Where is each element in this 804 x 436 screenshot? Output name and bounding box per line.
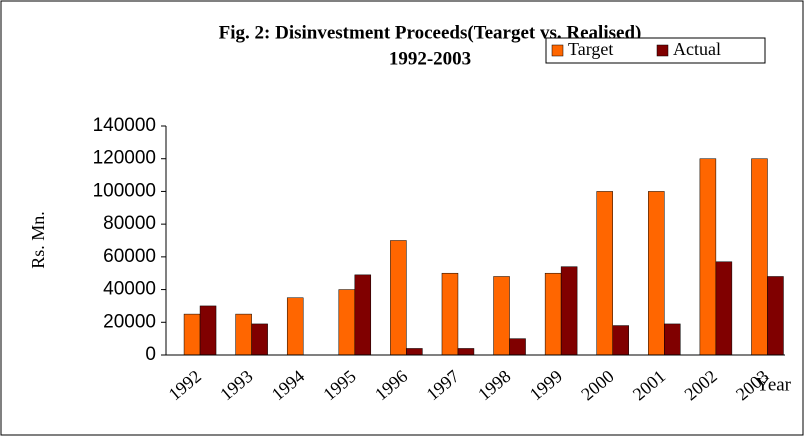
bar	[596, 191, 613, 356]
y-tick-label: 20000	[103, 311, 156, 332]
bar	[441, 272, 459, 356]
bar	[509, 338, 526, 356]
chart-subtitle: 1992-2003	[389, 48, 471, 69]
y-tick-label: 120000	[93, 148, 156, 169]
bar	[612, 325, 629, 356]
bar	[560, 266, 578, 356]
y-tick-label: 0	[145, 344, 156, 365]
bar	[251, 323, 268, 356]
bar	[751, 158, 768, 356]
bar	[406, 348, 423, 356]
bar	[648, 191, 665, 356]
bar	[183, 313, 201, 356]
bar	[390, 240, 407, 356]
bar	[354, 274, 372, 356]
legend-swatch	[656, 44, 669, 57]
legend-swatch	[551, 44, 564, 57]
bar	[199, 305, 217, 356]
bar	[699, 158, 717, 356]
x-axis-label: Year	[756, 374, 792, 395]
bar	[457, 348, 475, 356]
y-tick-label: 80000	[103, 213, 156, 234]
bar	[235, 313, 252, 356]
y-tick-label: 40000	[103, 279, 156, 300]
bar	[767, 276, 784, 356]
y-tick-label: 140000	[93, 115, 156, 136]
legend-label: Target	[568, 39, 613, 59]
bar	[493, 276, 510, 356]
y-tick-label: 60000	[103, 246, 156, 267]
bar	[664, 323, 681, 356]
bar	[544, 272, 562, 356]
bar	[286, 297, 304, 356]
bar	[338, 289, 356, 356]
y-tick-label: 100000	[93, 180, 156, 201]
legend-box	[545, 37, 766, 64]
bar	[715, 261, 733, 356]
legend-label: Actual	[673, 39, 721, 59]
y-axis-label: Rs. Mn.	[28, 211, 48, 269]
chart-title: Fig. 2: Disinvestment Proceeds(Tearget v…	[219, 22, 642, 43]
